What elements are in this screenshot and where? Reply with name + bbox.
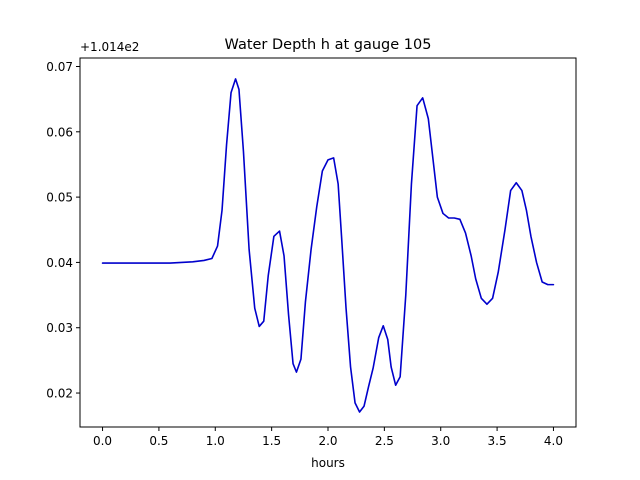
x-tick-label-8: 4.0: [544, 434, 563, 448]
x-tick-label-6: 3.0: [431, 434, 450, 448]
y-tick-label-2: 0.04: [46, 256, 73, 270]
chart-title: Water Depth h at gauge 105: [225, 37, 432, 53]
x-tick-label-5: 2.5: [375, 434, 394, 448]
y-tick-label-4: 0.06: [46, 125, 73, 139]
x-tick-label-4: 2.0: [318, 434, 337, 448]
x-tick-label-3: 1.5: [262, 434, 281, 448]
series-line-0: [101, 78, 555, 413]
y-offset-label: +1.014e2: [80, 40, 139, 54]
y-tick-label-3: 0.05: [46, 191, 73, 205]
y-tick-label-5: 0.07: [46, 60, 73, 74]
x-axis-label: hours: [311, 456, 345, 470]
plot-area: 0.0 0.5 1.0 1.5 2.0 2.5 3.0 3.5 4.0 0.02 0.03 0.04 0…: [46, 57, 577, 448]
axes-frame: [79, 57, 577, 428]
x-tick-label-7: 3.5: [488, 434, 507, 448]
y-tick-label-1: 0.03: [46, 321, 73, 335]
x-tick-label-1: 0.5: [149, 434, 168, 448]
x-tick-label-0: 0.0: [93, 434, 112, 448]
x-tick-label-2: 1.0: [206, 434, 225, 448]
y-tick-label-0: 0.02: [46, 387, 73, 401]
